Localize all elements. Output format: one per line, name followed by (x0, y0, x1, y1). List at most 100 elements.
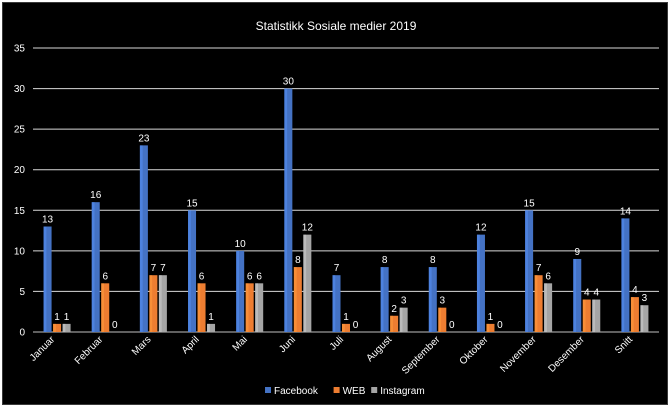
x-category-label: April (180, 334, 202, 356)
data-label: 2 (391, 304, 397, 315)
data-label: 4 (584, 288, 590, 299)
data-label: 1 (343, 312, 349, 323)
bar-highlight (582, 299, 586, 332)
bar-instagram (592, 299, 601, 332)
x-category-label: Snitt (613, 334, 635, 356)
data-label: 8 (295, 255, 301, 266)
bar-web (630, 297, 639, 332)
bar-highlight (43, 226, 47, 332)
data-label: 12 (302, 223, 314, 234)
data-label: 0 (497, 320, 503, 331)
bar-web (245, 283, 254, 332)
bar-highlight (245, 283, 249, 332)
y-tick-label: 5 (19, 287, 25, 298)
data-label: 4 (632, 285, 638, 296)
legend: Facebook WEB Instagram (265, 386, 425, 397)
data-label: 6 (256, 271, 262, 282)
bar-highlight (390, 315, 393, 332)
bar-web (390, 315, 399, 332)
data-label: 10 (235, 239, 247, 250)
bar-highlight (438, 307, 442, 332)
bar-facebook (139, 145, 148, 332)
bar-facebook (188, 210, 197, 332)
bar-highlight (573, 258, 577, 332)
bar-highlight (284, 88, 288, 332)
data-label: 7 (334, 263, 340, 274)
bar-highlight (149, 275, 153, 332)
bar-highlight (640, 305, 644, 332)
bar-web (197, 283, 206, 332)
bar-facebook (476, 234, 485, 332)
bar-highlight (525, 210, 528, 332)
y-tick-label: 30 (14, 84, 26, 95)
bar-web (101, 283, 110, 332)
bar-highlight (342, 323, 345, 332)
bar-instagram (255, 283, 264, 332)
bar-instagram (303, 234, 312, 332)
bar-instagram (158, 275, 167, 332)
data-label: 6 (545, 271, 551, 282)
bar-highlight (380, 267, 384, 332)
x-category-label: August (364, 334, 394, 364)
y-tick-label: 25 (14, 125, 26, 136)
bar-highlight (139, 145, 143, 332)
bar-facebook (380, 267, 389, 332)
bar-web (486, 323, 495, 332)
x-category-label: Desember (546, 334, 587, 375)
bar-instagram (207, 323, 216, 332)
bar-highlight (486, 323, 490, 332)
legend-swatch (333, 387, 340, 393)
bar-facebook (43, 226, 52, 332)
data-label: 0 (353, 320, 359, 331)
y-tick-label: 0 (19, 328, 25, 339)
bar-highlight (188, 210, 191, 332)
bar-highlight (544, 283, 547, 332)
data-label: 16 (90, 190, 102, 201)
x-category-label: November (498, 334, 539, 375)
data-label: 1 (54, 312, 60, 323)
bar-highlight (332, 275, 336, 332)
data-label: 1 (64, 312, 70, 323)
data-label: 6 (102, 271, 108, 282)
bar-highlight (236, 250, 239, 332)
legend-swatch (371, 387, 378, 393)
bar-web (582, 299, 591, 332)
bar-web (342, 323, 350, 332)
bar-web (149, 275, 158, 332)
bar-highlight (621, 218, 625, 332)
data-label: 6 (199, 271, 205, 282)
bar-highlight (303, 234, 307, 332)
data-label: 7 (160, 263, 166, 274)
legend-label: Instagram (380, 386, 424, 397)
bar-highlight (293, 267, 297, 332)
bar-highlight (255, 283, 258, 332)
bar-web (293, 267, 302, 332)
x-category-label: September (400, 334, 443, 377)
x-category-label: Mai (231, 334, 250, 353)
data-label: 3 (401, 296, 407, 307)
data-label: 3 (642, 293, 648, 304)
data-label: 8 (382, 255, 388, 266)
chart-title: Statistikk Sosiale medier 2019 (256, 19, 417, 33)
data-label: 15 (524, 198, 536, 209)
bar-highlight (207, 323, 210, 332)
bar-facebook (525, 210, 534, 332)
data-label: 12 (475, 223, 487, 234)
data-label: 4 (593, 288, 599, 299)
data-label: 3 (440, 296, 446, 307)
gridlines (33, 47, 659, 333)
legend-swatch (265, 387, 271, 393)
x-category-label: Juni (277, 334, 298, 355)
bar-highlight (630, 297, 634, 332)
bar-instagram (640, 305, 649, 332)
data-label: 23 (138, 133, 150, 144)
bar-highlight (62, 323, 66, 332)
bar-facebook (621, 218, 630, 332)
bar-highlight (534, 275, 538, 332)
bar-web (53, 323, 62, 332)
data-label: 13 (42, 215, 54, 226)
bar-facebook (428, 267, 437, 332)
bar-highlight (197, 283, 201, 332)
data-label: 30 (283, 77, 295, 88)
